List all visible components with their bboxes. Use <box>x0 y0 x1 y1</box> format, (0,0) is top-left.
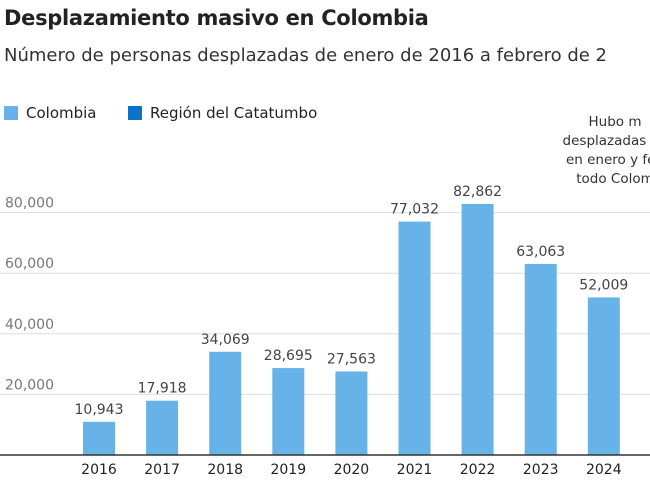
data-label: 17,918 <box>138 381 187 397</box>
annotation-line: en enero y feb <box>565 152 650 168</box>
x-tick-label: 2024 <box>586 462 622 478</box>
bar-2021 <box>398 221 431 455</box>
data-label: 63,063 <box>516 244 565 260</box>
bar-2016 <box>83 421 115 455</box>
y-tick-label: 60,000 <box>5 256 54 272</box>
data-label: 28,695 <box>264 348 313 364</box>
legend-item-catatumbo: Región del Catatumbo <box>128 104 317 122</box>
x-tick-label: 2016 <box>81 462 117 478</box>
legend-swatch <box>4 106 18 120</box>
y-tick-label: 40,000 <box>5 317 54 333</box>
x-tick-label: 2020 <box>334 462 370 478</box>
annotation-line: todo Colom <box>576 171 650 187</box>
bar-2020 <box>335 371 368 455</box>
data-label: 27,563 <box>327 351 376 367</box>
data-label: 82,862 <box>453 184 502 200</box>
annotation-line: desplazadas en <box>562 133 650 149</box>
bar-2023 <box>524 263 557 455</box>
bar-2017 <box>146 400 179 455</box>
annotation: Hubo m desplazadas en en enero y feb tod… <box>520 113 650 189</box>
x-tick-label: 2023 <box>523 462 559 478</box>
annotation-line: Hubo m <box>588 114 642 130</box>
legend-item-colombia: Colombia <box>4 104 97 122</box>
legend-label: Región del Catatumbo <box>150 104 318 122</box>
legend-label: Colombia <box>26 104 97 122</box>
x-tick-label: 2019 <box>270 462 306 478</box>
bar-2018 <box>209 351 242 455</box>
data-label: 77,032 <box>390 202 439 218</box>
x-tick-label: 2017 <box>144 462 180 478</box>
data-label: 52,009 <box>579 277 628 293</box>
bar-2022 <box>461 203 494 455</box>
bar-2024 <box>587 297 620 455</box>
chart-subtitle: Número de personas desplazadas de enero … <box>4 45 607 66</box>
x-tick-label: 2021 <box>397 462 433 478</box>
data-label: 34,069 <box>201 332 250 348</box>
chart-title: Desplazamiento masivo en Colombia <box>4 6 429 30</box>
bar-2019 <box>272 368 305 455</box>
data-label: 10,943 <box>75 402 124 418</box>
legend-swatch <box>128 106 142 120</box>
y-tick-label: 80,000 <box>5 196 54 212</box>
y-tick-label: 20,000 <box>5 377 54 393</box>
x-tick-label: 2022 <box>460 462 496 478</box>
x-tick-label: 2018 <box>207 462 243 478</box>
